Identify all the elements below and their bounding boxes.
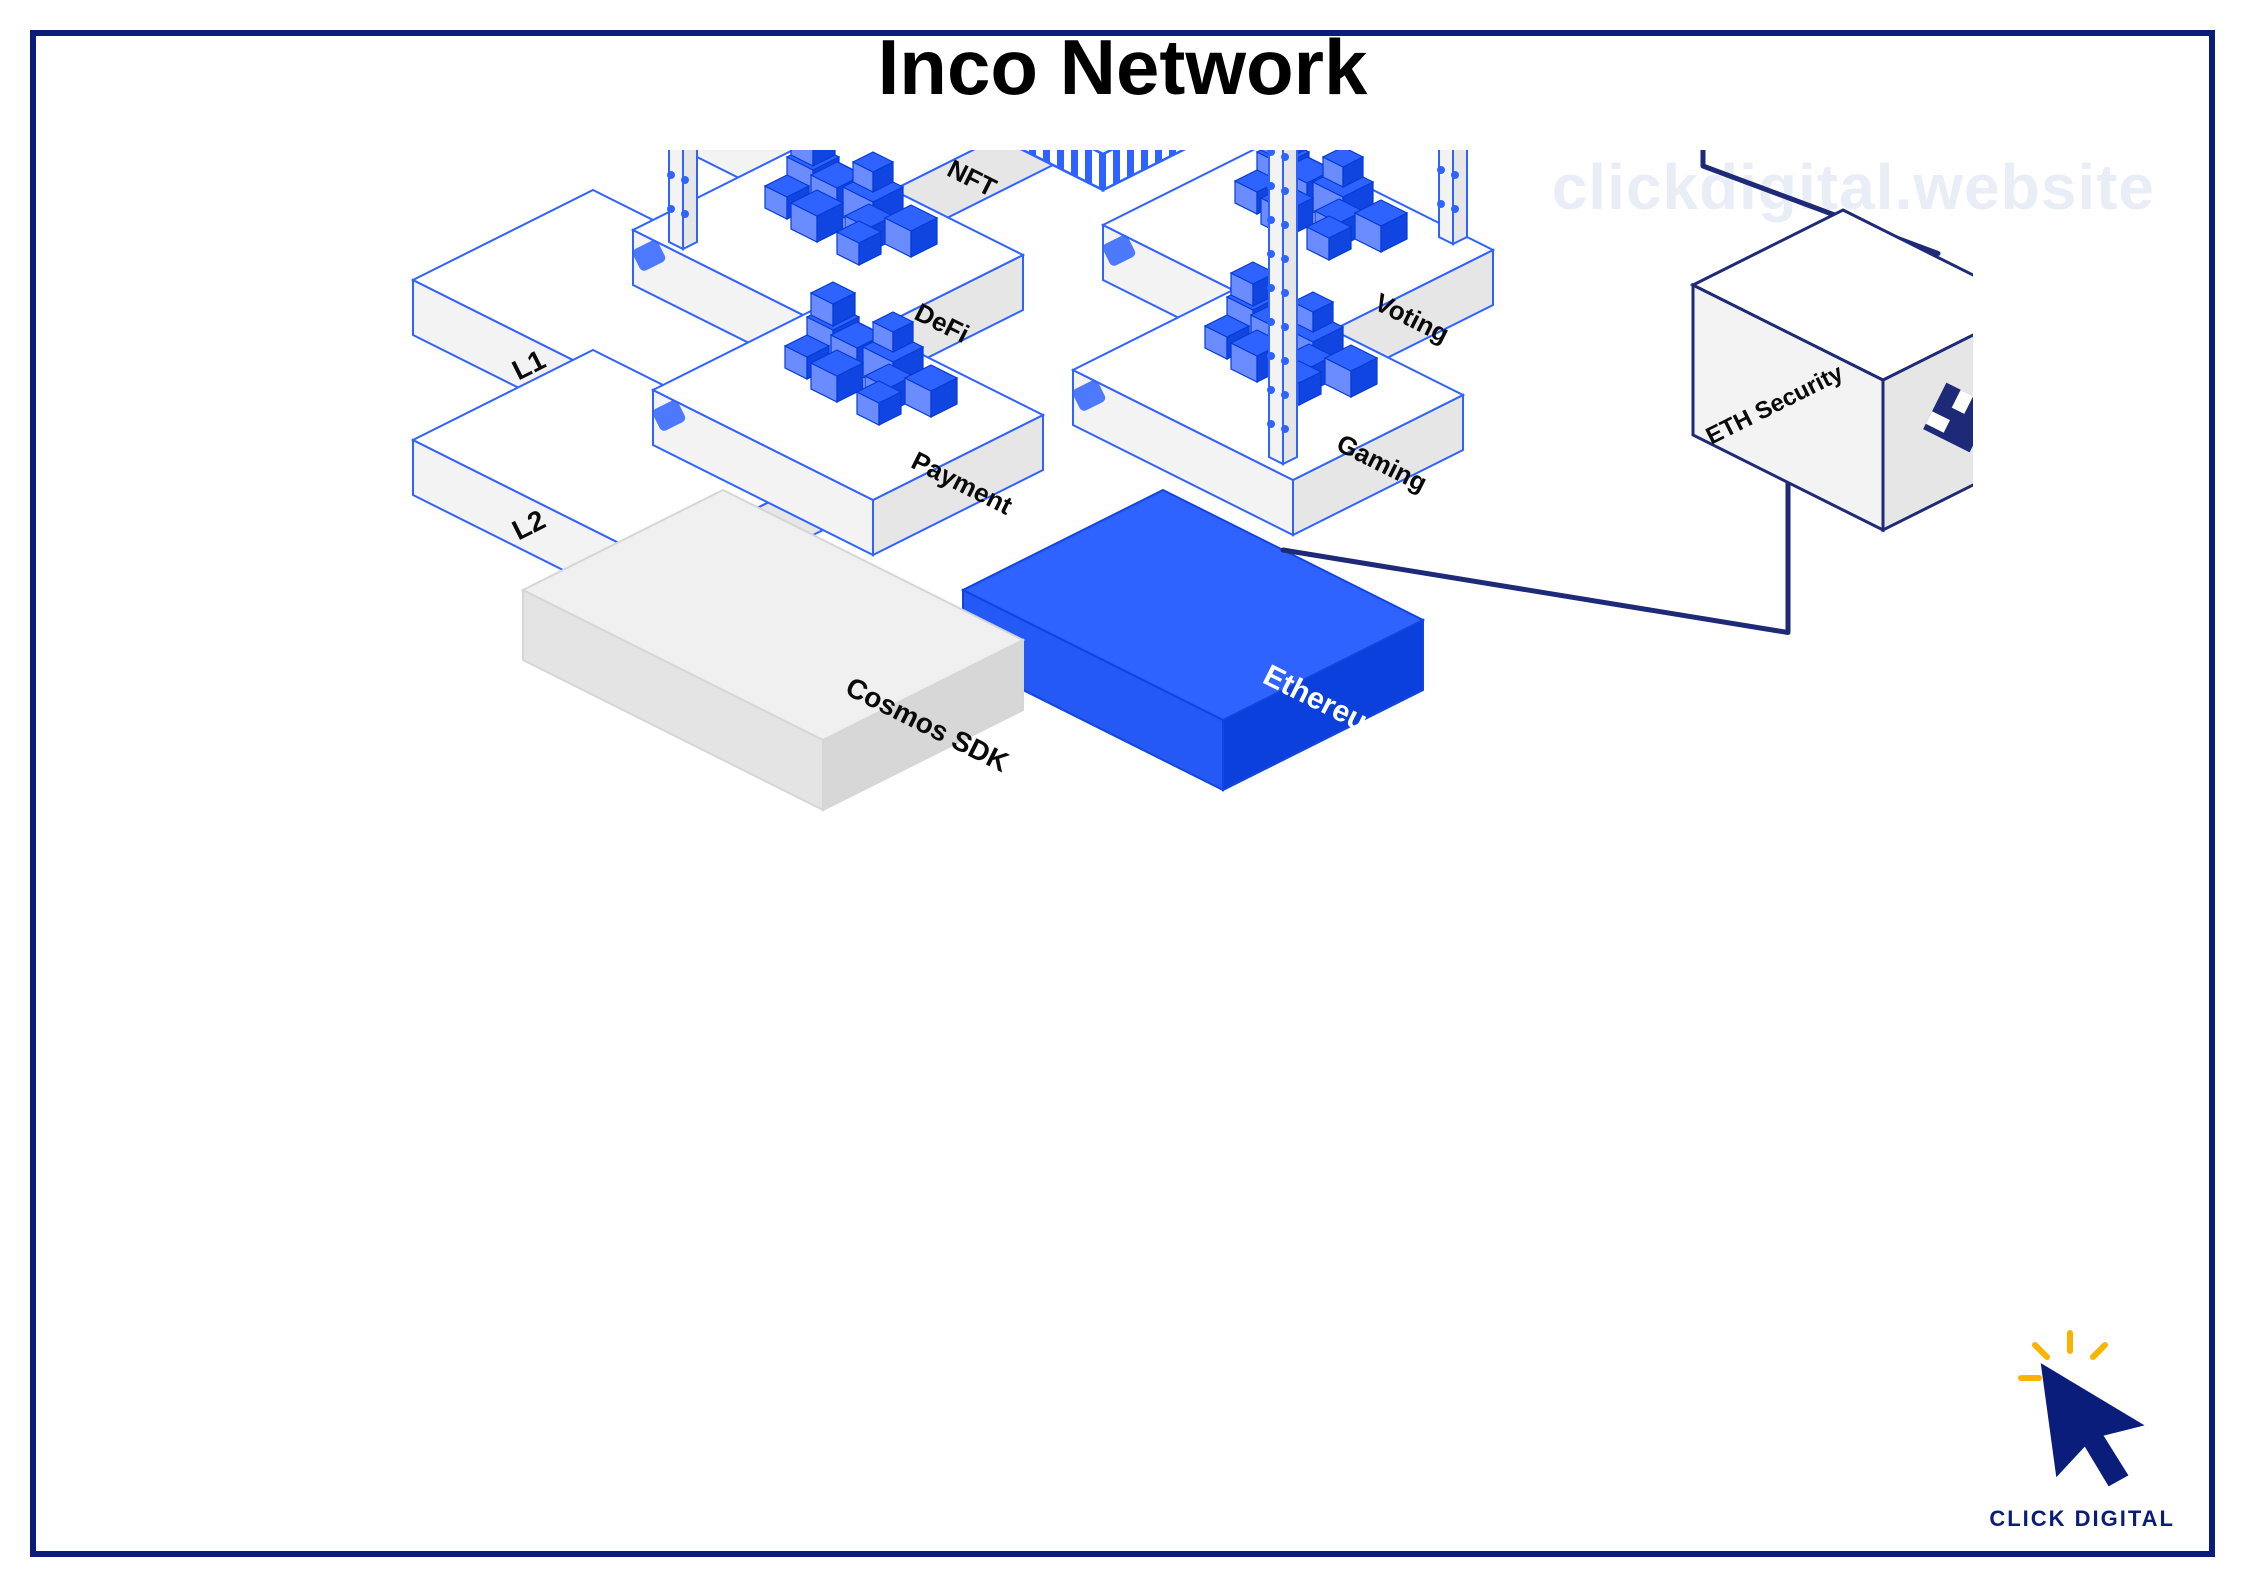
page-frame: Inco Network clickdigital.website L1L2Et… [0, 0, 2245, 1587]
architecture-diagram: L1L2EthereumCosmos SDKNFTVotingDeFiGamin… [0, 150, 2245, 1527]
click-digital-logo: CLICK DIGITAL [1989, 1325, 2175, 1532]
click-digital-label: CLICK DIGITAL [1989, 1506, 2175, 1532]
cursor-icon [1997, 1325, 2167, 1495]
page-title: Inco Network [0, 22, 2245, 113]
